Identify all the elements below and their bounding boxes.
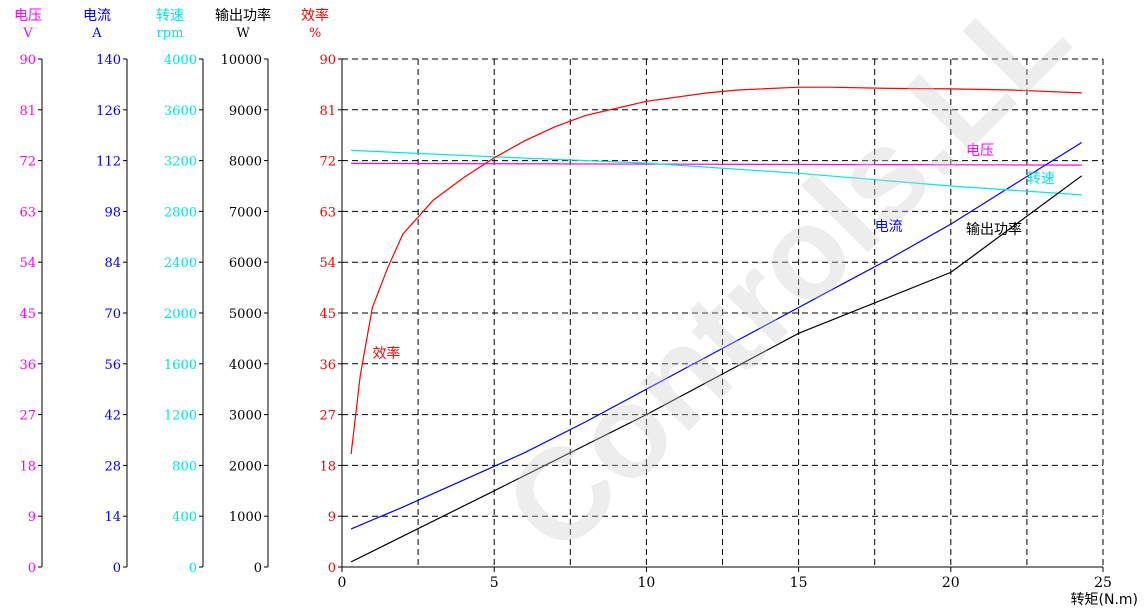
tick-label-current: 140 [96,53,121,68]
tick-label-current: 28 [104,459,121,474]
tick-label-voltage: 63 [19,205,36,220]
tick-label-speed: 2800 [164,205,197,220]
tick-label-voltage: 90 [19,53,36,68]
tick-label-speed: 3200 [164,155,197,170]
axis-unit-power: W [236,26,250,41]
axis-unit-voltage: V [22,26,33,41]
tick-label-power: 9000 [229,104,262,119]
tick-label-current: 0 [113,561,121,576]
tick-label-eff: 54 [319,256,336,271]
tick-label-speed: 1600 [164,358,197,373]
series-line-voltage [351,162,1082,166]
series-label: 输出功率 [966,221,1022,238]
y-axes: 09182736455463728190电压V01428425670849811… [14,7,343,576]
x-tick-label: 20 [942,575,960,591]
tick-label-eff: 36 [319,358,336,373]
tick-label-eff: 0 [328,561,336,576]
tick-label-eff: 27 [319,409,336,424]
tick-label-eff: 72 [319,155,336,170]
axis-title-current: 电流 [83,8,111,24]
axis-title-speed: 转速 [156,8,184,24]
tick-label-power: 8000 [229,155,262,170]
tick-label-power: 2000 [229,459,262,474]
tick-label-power: 5000 [229,307,262,322]
tick-label-voltage: 81 [19,104,36,119]
grid [342,58,1104,568]
tick-label-power: 7000 [229,205,262,220]
tick-label-voltage: 0 [28,561,36,576]
axis-unit-current: A [91,26,102,41]
axis-title-power: 输出功率 [215,7,271,24]
tick-label-current: 84 [104,256,121,271]
tick-label-eff: 45 [319,307,336,322]
tick-label-power: 6000 [229,256,262,271]
tick-label-voltage: 18 [19,459,36,474]
tick-label-speed: 400 [172,510,197,525]
x-tick-label: 5 [490,575,499,591]
x-tick-label: 10 [637,575,655,591]
tick-label-current: 42 [104,409,121,424]
series-line-speed [351,149,1082,196]
tick-label-voltage: 72 [19,155,36,170]
tick-label-speed: 1200 [164,409,197,424]
tick-label-voltage: 27 [19,409,36,424]
tick-label-current: 126 [96,104,121,119]
tick-label-current: 56 [104,358,121,373]
axis-title-voltage: 电压 [14,8,42,24]
tick-label-current: 70 [104,307,121,322]
tick-label-current: 14 [104,510,121,525]
tick-label-eff: 90 [319,53,336,68]
series-line-power [350,175,1083,563]
tick-label-eff: 9 [328,510,336,525]
x-axis-label: 转矩(N.m) [1071,592,1138,608]
x-tick-label: 0 [338,575,347,591]
series-label: 转速 [1027,171,1055,187]
tick-label-eff: 81 [319,104,336,119]
tick-label-eff: 63 [319,205,336,220]
tick-label-speed: 0 [189,561,197,576]
tick-label-voltage: 45 [19,307,36,322]
x-tick-label: 25 [1094,575,1112,591]
tick-label-speed: 4000 [164,53,197,68]
series-label: 效率 [372,345,400,362]
watermark-text: Controls.LL [477,0,1096,580]
tick-label-power: 4000 [229,358,262,373]
series-line-eff [350,86,1082,455]
series-lines [350,86,1083,563]
tick-label-voltage: 36 [19,358,36,373]
series-line-current [350,141,1083,530]
series-label: 电流 [875,219,903,235]
tick-label-speed: 800 [172,459,197,474]
axis-unit-speed: rpm [157,26,184,41]
tick-label-speed: 2400 [164,256,197,271]
tick-label-power: 10000 [221,53,262,68]
tick-label-power: 3000 [229,409,262,424]
x-tick-label: 15 [790,575,808,591]
tick-label-current: 98 [104,205,121,220]
watermark: Controls.LL [477,0,1096,580]
series-label: 电压 [966,143,994,159]
tick-label-power: 1000 [229,510,262,525]
tick-label-voltage: 54 [19,256,36,271]
axis-unit-eff: % [309,26,321,41]
tick-label-power: 0 [254,561,262,576]
tick-label-speed: 3600 [164,104,197,119]
axis-title-eff: 效率 [301,7,329,24]
tick-label-eff: 18 [319,459,336,474]
tick-label-voltage: 9 [28,510,36,525]
tick-label-speed: 2000 [164,307,197,322]
tick-label-current: 112 [96,155,121,170]
